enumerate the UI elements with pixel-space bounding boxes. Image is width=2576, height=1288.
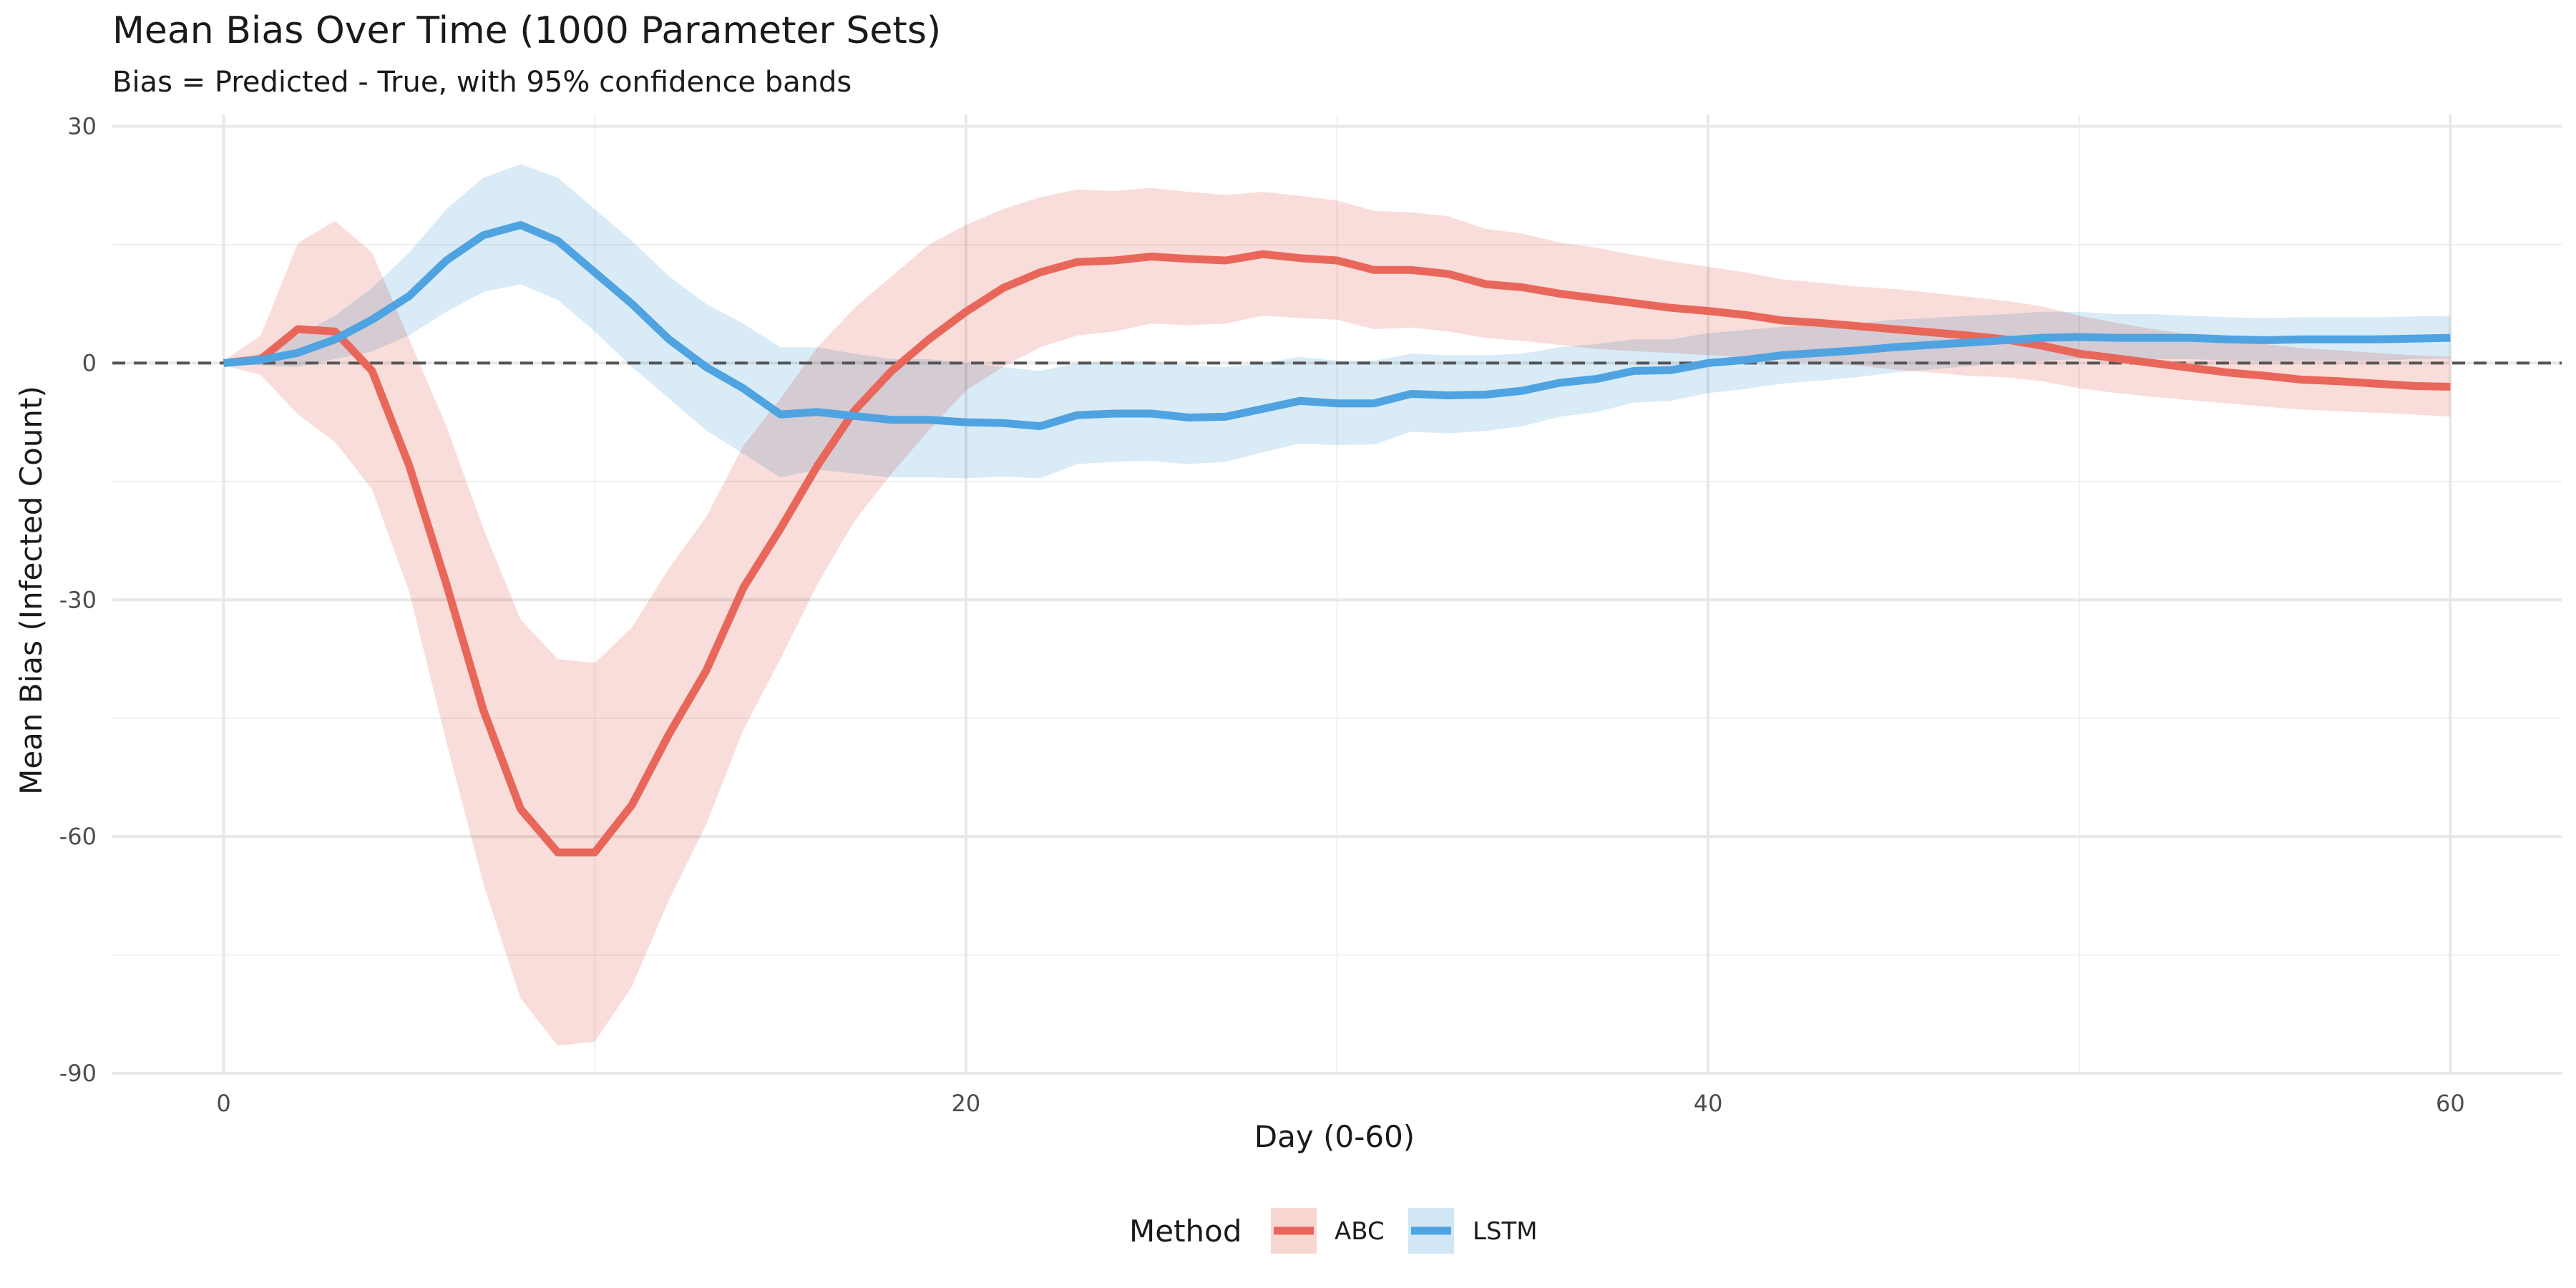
legend-label-lstm: LSTM <box>1473 1217 1538 1246</box>
legend: Method ABC LSTM <box>1129 1208 1538 1254</box>
legend-title: Method <box>1129 1214 1242 1249</box>
y-tick-label: -90 <box>59 1060 97 1087</box>
line-lstm <box>223 220 2451 431</box>
x-tick-label: 0 <box>216 1090 230 1117</box>
y-axis-ticks: 30 0 -30 -60 -90 <box>59 113 97 1087</box>
y-tick-label: 30 <box>67 113 97 140</box>
x-tick-label: 20 <box>952 1090 981 1117</box>
y-tick-label: 0 <box>82 349 97 376</box>
band-lstm <box>223 164 2451 479</box>
chart-subtitle: Bias = Predicted - True, with 95% confid… <box>112 66 852 99</box>
x-axis-title: Day (0-60) <box>1254 1119 1415 1154</box>
x-axis-ticks: 0 20 40 60 <box>216 1090 2464 1117</box>
y-axis-title: Mean Bias (Infected Count) <box>14 386 49 795</box>
confidence-bands <box>223 164 2451 1046</box>
y-tick-label: -60 <box>59 823 97 850</box>
series-lines <box>223 220 2451 857</box>
y-tick-label: -30 <box>59 586 97 613</box>
chart-title: Mean Bias Over Time (1000 Parameter Sets… <box>112 9 941 52</box>
x-tick-label: 40 <box>1694 1090 1723 1117</box>
line-abc <box>223 250 2451 857</box>
x-tick-label: 60 <box>2436 1090 2465 1117</box>
legend-label-abc: ABC <box>1335 1217 1385 1246</box>
